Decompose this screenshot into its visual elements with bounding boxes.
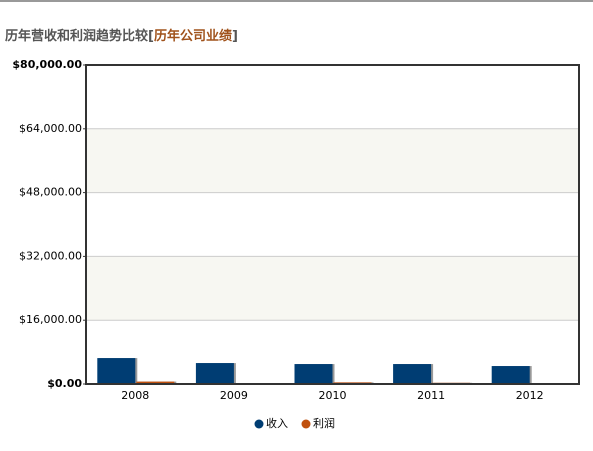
y-tick-label: $64,000.00 bbox=[19, 122, 82, 135]
bar bbox=[294, 364, 333, 384]
legend-label: 收入 bbox=[266, 416, 288, 430]
title-link[interactable]: 历年公司业绩 bbox=[154, 28, 232, 44]
x-tick-label: 2008 bbox=[121, 389, 149, 402]
bar bbox=[491, 366, 530, 384]
x-tick-label: 2009 bbox=[220, 389, 248, 402]
x-tick-label: 2012 bbox=[516, 389, 544, 402]
bracket: ] bbox=[232, 29, 238, 44]
y-tick-label: $32,000.00 bbox=[19, 249, 82, 262]
bar bbox=[136, 381, 175, 384]
bar bbox=[195, 363, 234, 384]
grid-band bbox=[86, 128, 579, 193]
title-text: 历年营收和利润趋势比较 bbox=[5, 28, 148, 44]
y-tick-label: $80,000.00 bbox=[12, 58, 82, 71]
chart-title: 历年营收和利润趋势比较[历年公司业绩] bbox=[5, 28, 238, 44]
bar bbox=[393, 364, 432, 384]
bar bbox=[97, 358, 136, 384]
plot-frame bbox=[85, 64, 580, 385]
legend-label: 利润 bbox=[313, 416, 335, 430]
grid-band bbox=[86, 256, 579, 321]
y-tick-label: $16,000.00 bbox=[19, 313, 82, 326]
x-tick-label: 2010 bbox=[319, 389, 347, 402]
y-tick-label: $0.00 bbox=[47, 377, 82, 390]
x-tick-label: 2011 bbox=[417, 389, 445, 402]
legend-marker bbox=[301, 419, 311, 429]
legend-marker bbox=[254, 419, 264, 429]
y-tick-label: $48,000.00 bbox=[19, 186, 82, 199]
bracket: [ bbox=[148, 29, 154, 44]
